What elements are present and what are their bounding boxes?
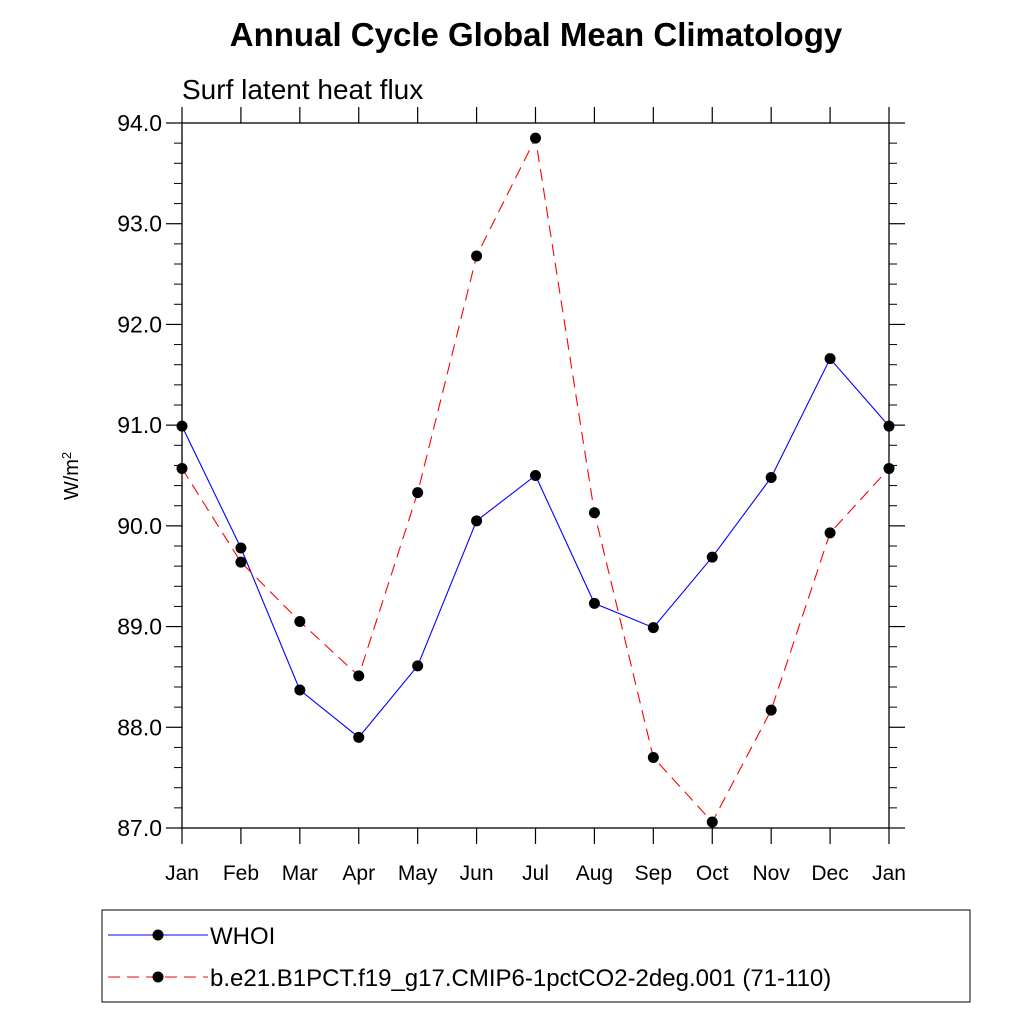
data-point [176,462,188,474]
legend: WHOI b.e21.B1PCT.f19_g17.CMIP6-1pctCO2-2d… [101,909,971,1003]
x-tick-label: Jul [522,862,549,885]
data-point [647,752,659,763]
legend-entry-1: WHOI [108,923,275,950]
data-point [588,597,600,609]
y-axis-label-superscript: 2 [59,452,74,459]
data-point [530,132,541,144]
x-tick-label: Sep [635,862,672,885]
data-point [235,542,247,554]
legend-marker [152,929,164,941]
legend-label: b.e21.B1PCT.f19_g17.CMIP6-1pctCO2-2deg.0… [210,965,831,992]
data-point [412,660,424,672]
data-point [353,670,365,682]
legend-marker [152,971,164,983]
data-point [883,420,895,432]
x-tick-label: Dec [811,862,848,885]
series-layer [176,132,895,828]
series-2 [176,132,895,828]
data-point [824,353,836,365]
legend-label: WHOI [210,923,275,950]
data-point [647,622,659,634]
x-tick-label: Jan [165,862,199,885]
axes: 87.0 88.0 89.0 90.0 91.0 92.0 93.0 94.0 Jan Feb Ma… [117,107,906,885]
data-point [471,515,483,527]
x-tick-label: Jun [460,862,494,885]
series-line [181,357,890,739]
data-point [176,420,188,432]
y-axis-label: W/m2 [59,452,83,500]
y-tick-label: 91.0 [117,412,162,438]
data-point [294,616,306,628]
legend-entry-2: b.e21.B1PCT.f19_g17.CMIP6-1pctCO2-2deg.0… [108,965,831,992]
data-point [530,470,541,481]
data-point [706,551,718,563]
data-point [765,472,777,484]
x-tick-label: Feb [223,862,259,885]
chart-title: Annual Cycle Global Mean Climatology [230,16,843,53]
y-tick-label: 94.0 [117,110,162,136]
series-1 [176,353,895,743]
data-point [824,527,836,539]
x-tick-label: Aug [576,862,613,885]
x-tick-label: Apr [342,862,375,885]
x-tick-label: Oct [696,862,729,885]
data-point [412,487,424,499]
data-point [706,816,718,828]
y-tick-label: 92.0 [117,311,162,337]
data-point [471,250,483,262]
data-point [588,507,600,519]
y-tick-label: 87.0 [117,815,162,841]
data-point [883,462,895,474]
y-tick-label: 90.0 [117,513,162,539]
chart-subtitle: Surf latent heat flux [182,74,423,105]
data-point [765,704,777,716]
legend-box [101,909,971,1003]
data-point [235,556,247,568]
data-point [294,684,306,696]
x-tick-label: Jan [872,862,906,885]
y-tick-label: 93.0 [117,211,162,237]
y-tick-label: 89.0 [117,614,162,640]
data-point [353,731,365,743]
x-tick-label: Mar [282,862,318,885]
x-tick-label: May [398,862,438,885]
x-tick-label: Nov [752,862,790,885]
y-tick-label: 88.0 [117,714,162,740]
y-axis-label-base: W/m [61,459,83,500]
